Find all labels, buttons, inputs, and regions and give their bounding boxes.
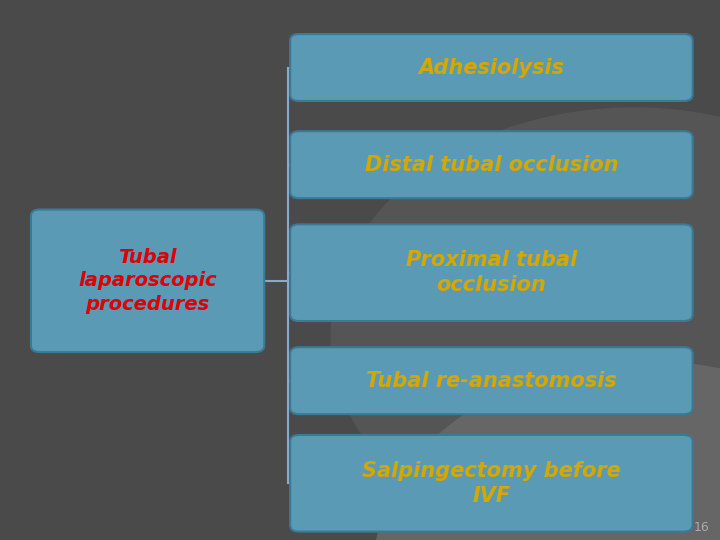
Text: Proximal tubal
occlusion: Proximal tubal occlusion xyxy=(406,251,577,295)
FancyBboxPatch shape xyxy=(290,225,693,321)
Text: Tubal
laparoscopic
procedures: Tubal laparoscopic procedures xyxy=(78,248,217,314)
Text: 16: 16 xyxy=(693,521,709,534)
FancyBboxPatch shape xyxy=(290,131,693,198)
Text: Distal tubal occlusion: Distal tubal occlusion xyxy=(364,154,618,175)
FancyBboxPatch shape xyxy=(290,347,693,414)
FancyBboxPatch shape xyxy=(290,435,693,531)
Circle shape xyxy=(331,108,720,540)
FancyBboxPatch shape xyxy=(290,34,693,101)
Text: Tubal re-anastomosis: Tubal re-anastomosis xyxy=(366,370,617,391)
Text: Salpingectomy before
IVF: Salpingectomy before IVF xyxy=(362,461,621,505)
FancyBboxPatch shape xyxy=(31,210,264,352)
Text: Adhesiolysis: Adhesiolysis xyxy=(418,57,564,78)
Circle shape xyxy=(374,362,720,540)
